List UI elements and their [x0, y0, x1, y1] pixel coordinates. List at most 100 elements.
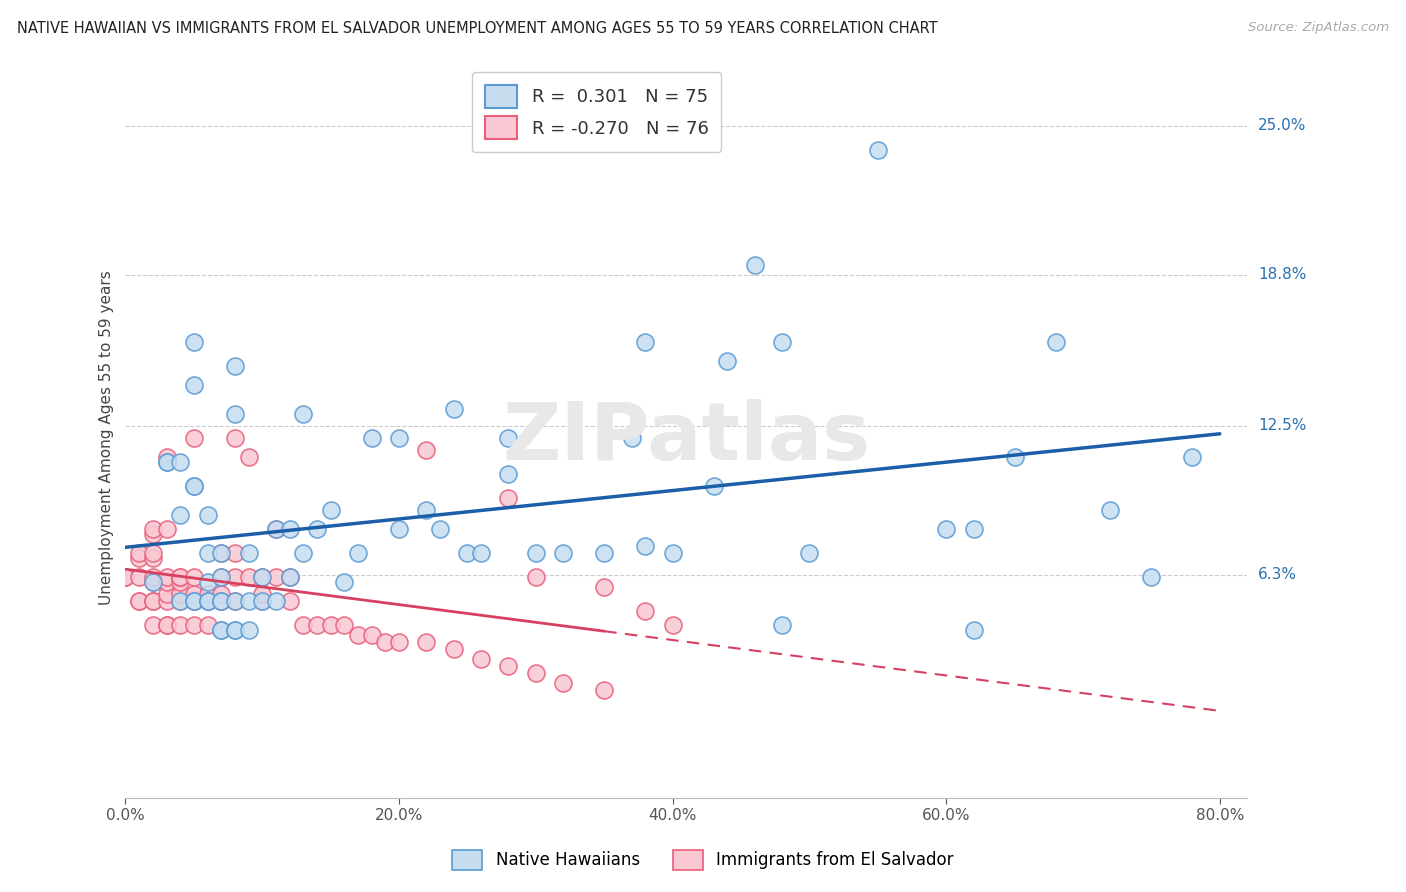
Point: [415, 442, 437, 457]
Point: [292, 546, 315, 560]
Point: [305, 618, 328, 632]
Point: [209, 594, 232, 608]
Point: [183, 594, 205, 608]
Point: [128, 594, 150, 608]
Point: [1004, 450, 1026, 464]
Point: [224, 623, 246, 637]
Point: [347, 628, 370, 642]
Point: [142, 594, 165, 608]
Point: [209, 623, 232, 637]
Text: 18.8%: 18.8%: [1258, 267, 1306, 282]
Point: [470, 652, 492, 666]
Point: [238, 546, 260, 560]
Point: [183, 479, 205, 493]
Point: [114, 570, 136, 584]
Point: [238, 594, 260, 608]
Point: [197, 546, 219, 560]
Point: [264, 522, 287, 536]
Point: [620, 431, 643, 445]
Point: [224, 431, 246, 445]
Point: [415, 635, 437, 649]
Point: [142, 546, 165, 560]
Point: [142, 574, 165, 589]
Point: [703, 479, 725, 493]
Point: [252, 594, 274, 608]
Point: [169, 594, 191, 608]
Point: [252, 594, 274, 608]
Point: [278, 570, 301, 584]
Point: [155, 618, 177, 632]
Point: [524, 666, 547, 681]
Point: [305, 522, 328, 536]
Text: 12.5%: 12.5%: [1258, 418, 1306, 434]
Point: [429, 522, 451, 536]
Point: [155, 574, 177, 589]
Point: [224, 546, 246, 560]
Point: [866, 143, 889, 157]
Point: [197, 587, 219, 601]
Point: [209, 587, 232, 601]
Point: [155, 450, 177, 464]
Point: [183, 378, 205, 392]
Legend: Native Hawaiians, Immigrants from El Salvador: Native Hawaiians, Immigrants from El Sal…: [446, 843, 960, 877]
Point: [183, 587, 205, 601]
Point: [224, 407, 246, 421]
Point: [224, 623, 246, 637]
Point: [155, 587, 177, 601]
Point: [661, 546, 683, 560]
Point: [264, 522, 287, 536]
Point: [770, 618, 793, 632]
Point: [142, 618, 165, 632]
Point: [183, 431, 205, 445]
Text: 6.3%: 6.3%: [1258, 567, 1298, 582]
Point: [553, 675, 575, 690]
Point: [155, 570, 177, 584]
Point: [799, 546, 821, 560]
Point: [962, 522, 984, 536]
Point: [169, 455, 191, 469]
Point: [169, 618, 191, 632]
Point: [278, 594, 301, 608]
Point: [197, 618, 219, 632]
Point: [333, 574, 356, 589]
Point: [224, 594, 246, 608]
Legend: R =  0.301   N = 75, R = -0.270   N = 76: R = 0.301 N = 75, R = -0.270 N = 76: [472, 72, 721, 153]
Point: [209, 594, 232, 608]
Point: [634, 604, 657, 618]
Point: [443, 402, 465, 417]
Point: [142, 574, 165, 589]
Point: [470, 546, 492, 560]
Point: [292, 407, 315, 421]
Point: [209, 594, 232, 608]
Point: [209, 623, 232, 637]
Point: [197, 594, 219, 608]
Point: [238, 570, 260, 584]
Point: [183, 479, 205, 493]
Point: [169, 594, 191, 608]
Point: [498, 659, 520, 673]
Point: [155, 455, 177, 469]
Point: [142, 527, 165, 541]
Text: 25.0%: 25.0%: [1258, 119, 1306, 133]
Point: [128, 594, 150, 608]
Point: [155, 522, 177, 536]
Point: [183, 594, 205, 608]
Point: [183, 570, 205, 584]
Point: [169, 570, 191, 584]
Point: [498, 431, 520, 445]
Text: NATIVE HAWAIIAN VS IMMIGRANTS FROM EL SALVADOR UNEMPLOYMENT AMONG AGES 55 TO 59 : NATIVE HAWAIIAN VS IMMIGRANTS FROM EL SA…: [17, 21, 938, 36]
Point: [252, 570, 274, 584]
Point: [142, 550, 165, 565]
Point: [388, 522, 411, 536]
Point: [209, 570, 232, 584]
Point: [278, 570, 301, 584]
Point: [498, 491, 520, 505]
Point: [292, 618, 315, 632]
Point: [197, 508, 219, 522]
Point: [360, 431, 382, 445]
Point: [155, 618, 177, 632]
Point: [415, 503, 437, 517]
Point: [209, 546, 232, 560]
Point: [169, 574, 191, 589]
Point: [388, 431, 411, 445]
